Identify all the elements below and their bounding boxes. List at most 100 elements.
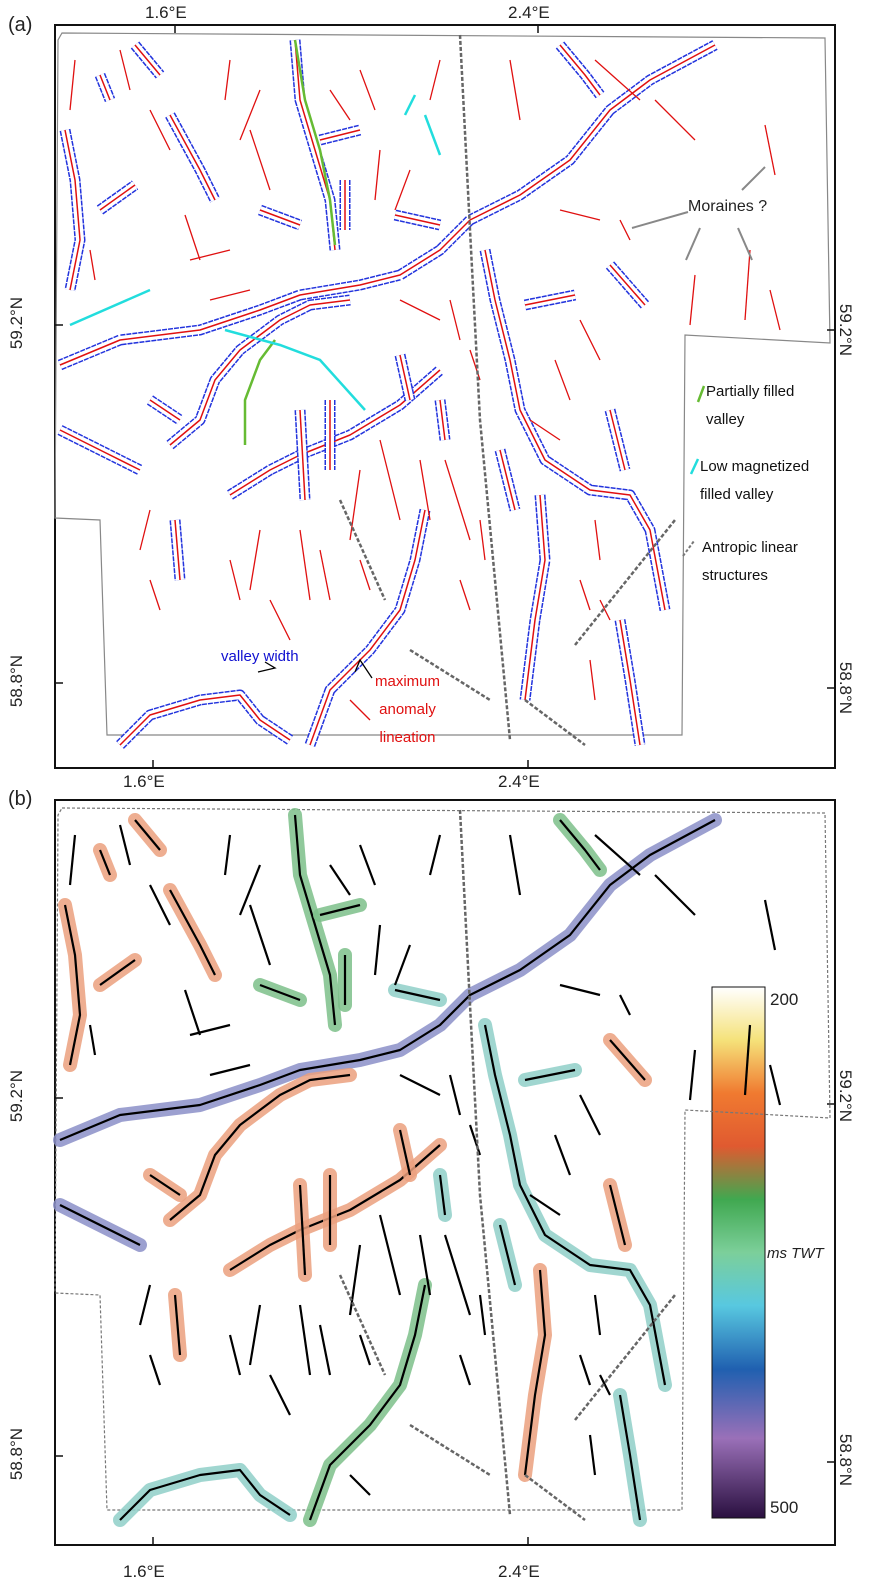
valley-axis	[394, 988, 441, 1002]
frame-b	[54, 799, 836, 1546]
man-made-structure	[338, 1274, 387, 1376]
lineation	[449, 299, 461, 341]
lineation	[349, 1474, 371, 1496]
tick-label: 2.4°E	[498, 772, 540, 791]
lineation	[399, 1074, 441, 1096]
tick-label: 1.6°E	[123, 1562, 165, 1581]
lineation	[443, 1234, 472, 1316]
anomaly-lineation	[499, 449, 516, 511]
lineation	[319, 549, 331, 601]
lineation	[374, 149, 381, 201]
lineation	[318, 1324, 332, 1376]
valley-axis	[298, 1184, 307, 1276]
anomaly-lineation	[609, 264, 646, 306]
panel-label: (b)	[8, 788, 33, 810]
anomaly-lineation	[439, 399, 446, 441]
colorbar-label: 200	[770, 990, 799, 1009]
lineation	[688, 1049, 697, 1101]
lineation	[399, 299, 441, 321]
lineation	[529, 419, 561, 441]
lineation	[359, 559, 371, 591]
annotation: valley width	[221, 648, 299, 665]
valley-axis	[308, 1284, 427, 1521]
lineation	[428, 834, 442, 876]
lineation	[148, 1354, 162, 1386]
lineation	[593, 1294, 602, 1336]
valley-axis	[149, 1174, 181, 1196]
valley-axis	[259, 983, 301, 1002]
lineation	[469, 349, 481, 381]
anomaly-lineation	[59, 429, 141, 471]
valley-axis	[608, 1184, 627, 1246]
tick-label: 58.8°N	[7, 1427, 27, 1481]
valley-axis	[319, 903, 361, 917]
lineation	[444, 459, 471, 541]
lineation	[459, 579, 471, 611]
lineation	[763, 899, 777, 951]
man-made-structure	[574, 519, 676, 646]
lineation	[229, 559, 241, 601]
lineation	[769, 289, 781, 331]
lineation	[358, 844, 377, 886]
lineation	[358, 1334, 372, 1366]
lineation	[764, 124, 776, 176]
valley-axis	[134, 819, 161, 851]
arrow	[257, 661, 277, 673]
anomaly-lineation	[99, 184, 136, 211]
valley-axis	[498, 1224, 517, 1286]
anomaly-lineation	[119, 694, 291, 746]
lineation	[183, 989, 202, 1036]
valley-axis	[169, 889, 216, 976]
valley-axis	[524, 1068, 576, 1082]
lineation	[654, 874, 696, 916]
valley-axis	[618, 1394, 642, 1521]
valley-fill	[303, 1278, 432, 1527]
arrow	[737, 227, 753, 261]
man-made-structure	[409, 1423, 491, 1477]
anomaly-lineation	[394, 214, 441, 226]
lineation	[373, 924, 382, 976]
anomaly-lineation	[134, 44, 161, 76]
legend-text: Antropic linear structures	[702, 539, 798, 584]
lineation	[228, 1334, 242, 1376]
tick-label: 59.2°N	[7, 296, 27, 350]
lineation	[329, 89, 351, 121]
lineation	[238, 864, 262, 916]
lineation	[529, 1194, 561, 1216]
filled-valley	[243, 339, 276, 445]
valley-inner	[481, 249, 669, 611]
man-made-structure	[458, 34, 512, 741]
lineation	[553, 1134, 572, 1176]
lineation	[429, 59, 441, 101]
man-made-structure	[524, 1474, 586, 1521]
low-mag-valley	[423, 114, 442, 156]
lineation	[509, 59, 521, 121]
valley-axis	[523, 1269, 547, 1476]
lineation	[299, 529, 311, 601]
lineation	[478, 1294, 487, 1336]
lineation	[139, 509, 151, 551]
lineation	[654, 99, 696, 141]
lineation	[269, 599, 291, 641]
lineation	[689, 274, 696, 326]
lineation	[184, 214, 201, 261]
valley-fill	[53, 813, 722, 1147]
lineation	[348, 1244, 362, 1316]
lineation	[249, 129, 271, 191]
lineation	[599, 599, 611, 621]
lineation	[119, 49, 131, 91]
lineation	[69, 59, 76, 111]
lineation	[149, 579, 161, 611]
lineation	[224, 59, 231, 101]
lineation	[448, 1074, 462, 1116]
anomaly-lineation	[559, 44, 601, 96]
tick-label: 2.4°E	[508, 3, 550, 22]
lineation	[248, 904, 272, 966]
lineation	[744, 249, 751, 321]
colorbar-label: ms TWT	[767, 1245, 824, 1262]
lineation	[578, 1354, 592, 1386]
anomaly-lineation	[59, 44, 716, 366]
lineation	[209, 1063, 251, 1077]
lineation	[189, 249, 231, 261]
lineation	[89, 249, 96, 281]
